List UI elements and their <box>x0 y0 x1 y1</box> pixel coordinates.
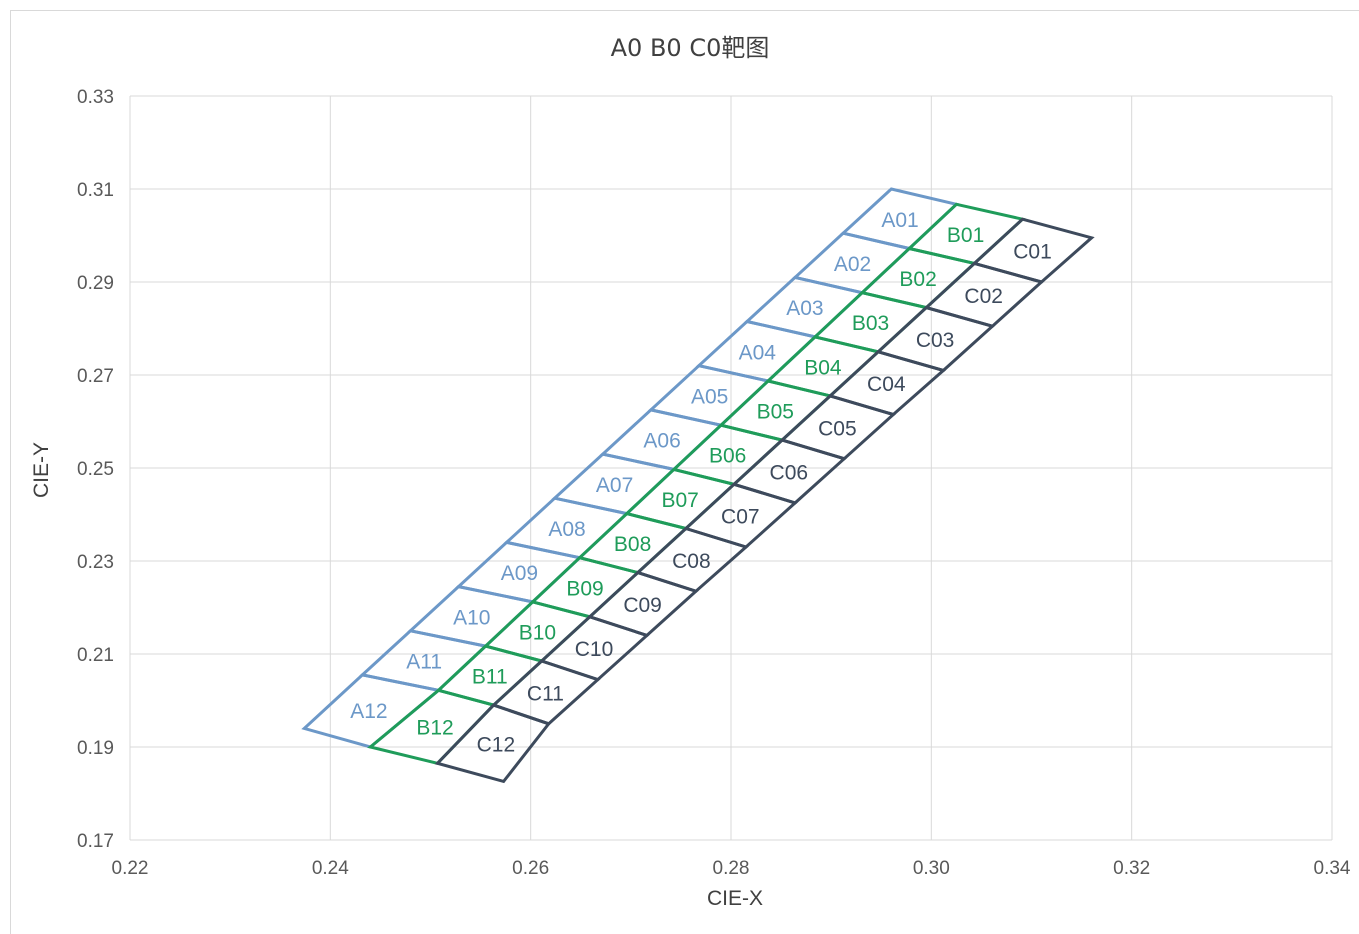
cell-label: B06 <box>709 445 746 468</box>
cell-label: C03 <box>916 329 955 352</box>
cell-label: C07 <box>721 506 760 529</box>
y-tick-label: 0.25 <box>77 459 114 480</box>
cell-label: A08 <box>548 518 585 541</box>
y-axis-title: CIE-Y <box>30 442 53 498</box>
y-tick-label: 0.21 <box>77 645 114 666</box>
x-tick-label: 0.32 <box>1113 858 1150 879</box>
y-tick-label: 0.19 <box>77 738 114 759</box>
cell-label: A01 <box>881 209 918 232</box>
cell-labels: A01 A02 A03 A04 A05 A06 A07 A08 A09 A10 A11 A12 B01 B… <box>350 209 1052 757</box>
cell-label: C02 <box>964 285 1003 308</box>
cell-label: C09 <box>623 594 662 617</box>
cell-label: C04 <box>867 373 906 396</box>
cell-label: C06 <box>770 462 809 485</box>
cell-label: B11 <box>472 666 508 689</box>
chart-frame <box>10 10 1359 934</box>
cell-label: B05 <box>757 401 794 424</box>
cell-label: C08 <box>672 550 711 573</box>
x-tick-label: 0.34 <box>1314 858 1351 879</box>
y-tick-label: 0.29 <box>77 273 114 294</box>
cell-label: C12 <box>477 733 516 756</box>
y-tick-label: 0.33 <box>77 87 114 108</box>
chart-title: A0 B0 C0靶图 <box>611 34 770 62</box>
cell-label: B04 <box>804 356 842 379</box>
x-tick-label: 0.26 <box>512 858 549 879</box>
cell-label: B02 <box>899 268 936 291</box>
gridlines <box>129 95 1333 841</box>
cell-c12 <box>434 703 552 784</box>
cell-label: C10 <box>575 638 614 661</box>
cell-label: A11 <box>406 651 442 674</box>
cell-label: C01 <box>1013 241 1052 264</box>
cell-label: B12 <box>416 716 453 739</box>
cell-label: A10 <box>453 606 490 629</box>
x-tick-label: 0.30 <box>913 858 950 879</box>
cell-label: C11 <box>527 682 564 705</box>
y-tick-label: 0.17 <box>77 831 114 852</box>
cell-label: B09 <box>566 577 603 600</box>
y-axis-ticks: 0.17 0.19 0.21 0.23 0.25 0.27 0.29 0.31 0.33 <box>77 87 114 852</box>
y-tick-label: 0.23 <box>77 552 114 573</box>
cell-label: B03 <box>852 312 889 335</box>
x-axis-ticks: 0.22 0.24 0.26 0.28 0.30 0.32 0.34 <box>112 858 1351 879</box>
cell-label: B10 <box>519 621 556 644</box>
target-cells <box>301 187 1095 784</box>
cell-label: C05 <box>818 417 857 440</box>
x-tick-label: 0.22 <box>112 858 149 879</box>
x-axis-title: CIE-X <box>707 887 763 910</box>
y-tick-label: 0.27 <box>77 366 114 387</box>
x-tick-label: 0.24 <box>312 858 349 879</box>
cell-label: A09 <box>501 562 538 585</box>
x-tick-label: 0.28 <box>713 858 750 879</box>
cell-label: A06 <box>643 430 680 453</box>
y-tick-label: 0.31 <box>77 180 114 201</box>
cell-label: A02 <box>834 253 871 276</box>
cell-label: A04 <box>739 341 777 364</box>
cell-label: A03 <box>786 297 823 320</box>
cell-label: B01 <box>947 224 984 247</box>
cell-label: A12 <box>350 700 387 723</box>
cell-label: A05 <box>691 386 728 409</box>
cell-label: A07 <box>596 474 633 497</box>
cell-label: B08 <box>614 533 651 556</box>
cell-label: B07 <box>662 489 699 512</box>
